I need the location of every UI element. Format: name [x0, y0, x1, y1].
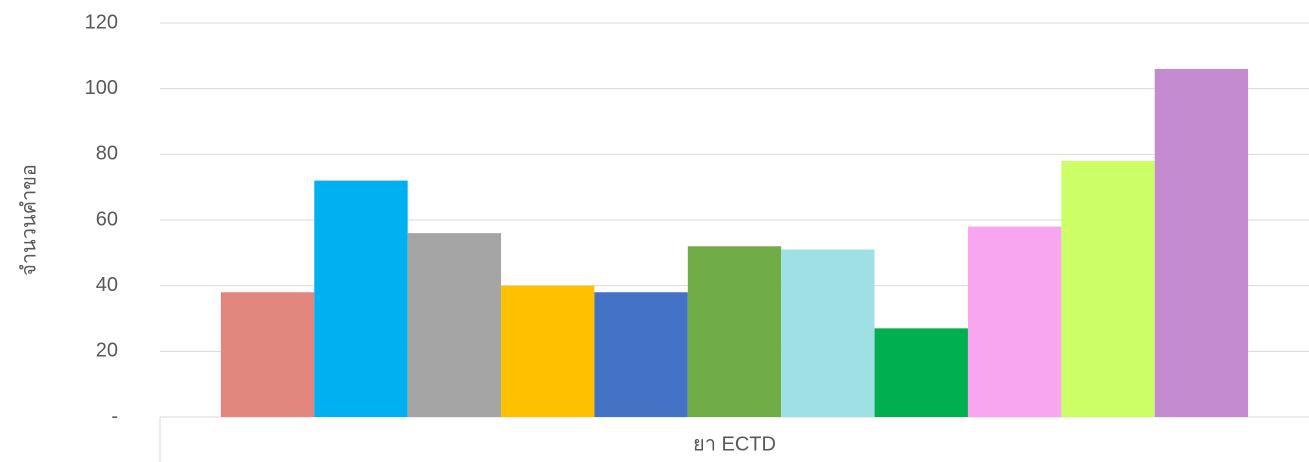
y-axis-label: จำนวนคำขอ [18, 164, 40, 276]
bar [781, 249, 875, 417]
bar [314, 180, 408, 417]
bar [220, 292, 315, 417]
bar [687, 246, 782, 417]
y-tick-label: 120 [85, 11, 118, 33]
y-tick-label: 40 [96, 274, 118, 296]
y-tick-label: 20 [96, 340, 118, 362]
bar [1154, 68, 1249, 417]
y-tick-label: 80 [96, 143, 118, 165]
bar [594, 292, 688, 417]
x-tick-label: ยา ECTD [693, 433, 776, 455]
bar [967, 226, 1062, 417]
y-tick-label: - [111, 405, 118, 427]
y-tick-label: 100 [85, 77, 118, 99]
bar [407, 233, 502, 417]
y-tick-label: 60 [96, 208, 118, 230]
bar [1061, 160, 1155, 417]
bar [501, 285, 595, 417]
bar [874, 328, 968, 417]
